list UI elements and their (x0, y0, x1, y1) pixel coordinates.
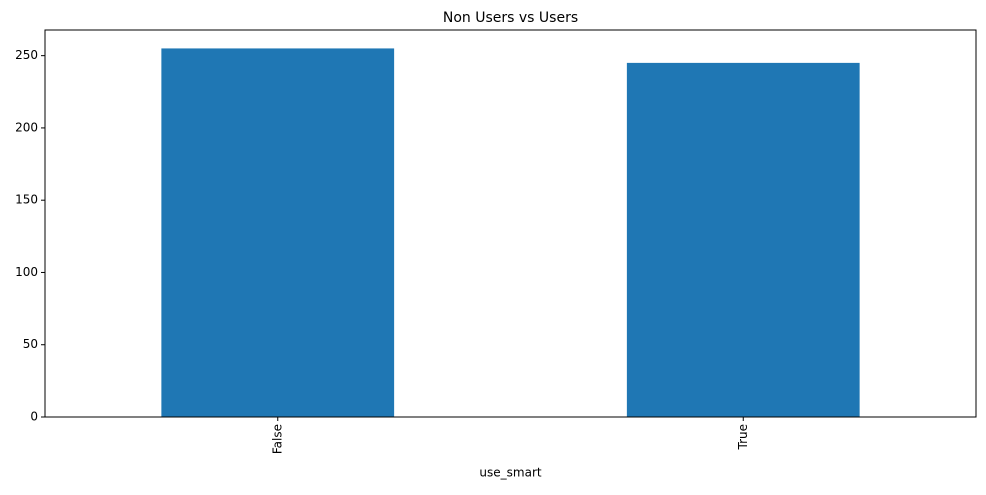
bar (161, 48, 395, 418)
y-tick-label: 100 (15, 265, 38, 279)
y-tick-label: 150 (15, 193, 38, 207)
y-tick-label: 250 (15, 48, 38, 62)
y-tick-label: 50 (23, 337, 38, 351)
y-tick-label: 200 (15, 120, 38, 134)
plot-frame (44, 29, 977, 418)
chart-title: Non Users vs Users (443, 10, 578, 26)
x-tick-label: True (736, 424, 750, 451)
x-axis-label: use_smart (479, 466, 541, 480)
x-tick-label: False (270, 424, 284, 454)
bar (626, 62, 860, 417)
y-tick-label: 0 (30, 410, 38, 424)
